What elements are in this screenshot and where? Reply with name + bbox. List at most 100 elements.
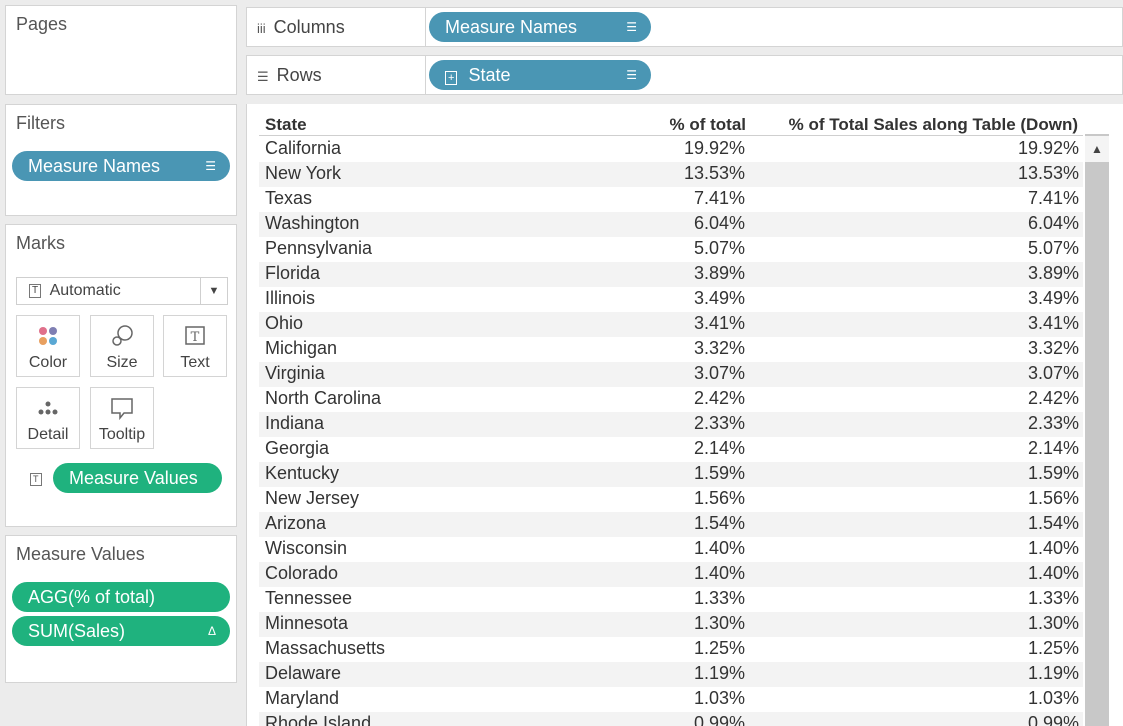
filter-icon: ☰ [626,20,637,34]
measure-value-pill-sum-sales[interactable]: SUM(Sales) Δ [12,616,230,646]
table-row[interactable]: Wisconsin 1.40% 1.40% [259,537,1083,562]
table-row[interactable]: Texas 7.41% 7.41% [259,187,1083,212]
pct-table-down-cell: 1.33% [1027,588,1079,608]
table-row[interactable]: Florida 3.89% 3.89% [259,262,1083,287]
table-row[interactable]: Pennsylvania 5.07% 5.07% [259,237,1083,262]
rows-pill-label: State [468,65,511,85]
state-cell: Rhode Island [265,713,372,726]
table-row[interactable]: Illinois 3.49% 3.49% [259,287,1083,312]
table-row[interactable]: Georgia 2.14% 2.14% [259,437,1083,462]
color-label: Color [28,354,68,371]
measure-values-card: Measure Values AGG(% of total) SUM(Sales… [5,535,237,683]
pct-table-down-cell: 3.89% [1027,263,1079,283]
measure-value-pill-pct-total[interactable]: AGG(% of total) [12,582,230,612]
table-row[interactable]: New Jersey 1.56% 1.56% [259,487,1083,512]
state-cell: Kentucky [265,463,340,483]
scroll-up-icon[interactable]: ▲ [1085,136,1109,162]
state-cell: Tennessee [265,588,353,608]
pct-total-cell: 5.07% [693,238,745,258]
pct-table-down-cell: 3.07% [1027,363,1079,383]
state-cell: Colorado [265,563,339,583]
columns-measure-names-pill[interactable]: Measure Names ☰ [429,12,651,42]
pct-table-down-cell: 0.99% [1027,713,1079,726]
filters-title: Filters [16,113,65,133]
state-cell: Georgia [265,438,330,458]
pct-table-down-cell: 6.04% [1027,213,1079,233]
columns-icon: iii [257,21,266,36]
header-pct-table-down[interactable]: % of Total Sales along Table (Down) [788,115,1078,134]
pct-table-down-cell: 2.14% [1027,438,1079,458]
columns-pill-label: Measure Names [445,17,578,37]
table-row[interactable]: Michigan 3.32% 3.32% [259,337,1083,362]
header-pct-total[interactable]: % of total [669,115,747,134]
table-row[interactable]: Washington 6.04% 6.04% [259,212,1083,237]
filters-card: Filters Measure Names ☰ [5,104,237,216]
table-row[interactable]: Colorado 1.40% 1.40% [259,562,1083,587]
pct-table-down-cell: 1.30% [1027,613,1079,633]
pct-table-down-cell: 1.40% [1027,538,1079,558]
pct-total-cell: 2.14% [693,438,745,458]
rows-state-pill[interactable]: + State ☰ [429,60,651,90]
state-cell: Wisconsin [265,538,348,558]
header-state[interactable]: State [265,115,307,134]
pct-total-cell: 3.89% [693,263,745,283]
table-row[interactable]: North Carolina 2.42% 2.42% [259,387,1083,412]
pct-total-cell: 1.30% [693,613,745,633]
data-table: State % of total % of Total Sales along … [246,104,1123,726]
mark-type-select[interactable]: T Automatic ▼ [16,277,228,305]
marks-title: Marks [16,233,65,253]
table-row[interactable]: Rhode Island 0.99% 0.99% [259,712,1083,726]
pct-table-down-cell: 1.56% [1027,488,1079,508]
table-row[interactable]: Arizona 1.54% 1.54% [259,512,1083,537]
state-cell: Indiana [265,413,325,433]
table-row[interactable]: New York 13.53% 13.53% [259,162,1083,187]
state-cell: Maryland [265,688,340,708]
tooltip-button[interactable]: Tooltip [90,387,154,449]
measure-value-label: AGG(% of total) [28,587,156,607]
pct-table-down-cell: 3.32% [1027,338,1079,358]
size-button[interactable]: Size [90,315,154,377]
pct-table-down-cell: 5.07% [1027,238,1079,258]
text-encoding-icon: T [30,473,42,486]
vertical-scrollbar[interactable] [1085,134,1109,726]
state-cell: Arizona [265,513,327,533]
chevron-down-icon[interactable]: ▼ [200,278,227,304]
color-button[interactable]: Color [16,315,80,377]
delta-icon: Δ [207,624,216,638]
table-row[interactable]: Minnesota 1.30% 1.30% [259,612,1083,637]
table-row[interactable]: Indiana 2.33% 2.33% [259,412,1083,437]
pct-total-cell: 3.49% [693,288,745,308]
filter-measure-names-pill[interactable]: Measure Names ☰ [12,151,230,181]
pct-table-down-cell: 3.41% [1027,313,1079,333]
table-row[interactable]: Tennessee 1.33% 1.33% [259,587,1083,612]
rows-icon: ☰ [257,69,269,84]
table-row[interactable]: Ohio 3.41% 3.41% [259,312,1083,337]
state-cell: Massachusetts [265,638,386,658]
table-row[interactable]: Kentucky 1.59% 1.59% [259,462,1083,487]
state-cell: Delaware [265,663,342,683]
detail-button[interactable]: Detail [16,387,80,449]
pct-table-down-cell: 7.41% [1027,188,1079,208]
pct-table-down-cell: 19.92% [1017,138,1079,158]
table-row[interactable]: Delaware 1.19% 1.19% [259,662,1083,687]
rows-label: ☰ Rows [257,65,322,85]
pct-total-cell: 7.41% [693,188,745,208]
plus-box-icon[interactable]: + [445,71,458,85]
pct-total-cell: 13.53% [683,163,745,183]
marks-measure-values-pill[interactable]: Measure Values [53,463,222,493]
pct-total-cell: 3.41% [693,313,745,333]
pct-table-down-cell: 1.03% [1027,688,1079,708]
table-row[interactable]: Massachusetts 1.25% 1.25% [259,637,1083,662]
pct-table-down-cell: 2.33% [1027,413,1079,433]
filter-icon: ☰ [205,159,216,173]
pct-table-down-cell: 1.40% [1027,563,1079,583]
state-cell: California [265,138,342,158]
table-row[interactable]: California 19.92% 19.92% [259,137,1083,162]
pages-card[interactable]: Pages [5,5,237,95]
pct-total-cell: 1.19% [693,663,745,683]
state-cell: Illinois [265,288,316,308]
text-button[interactable]: T Text [163,315,227,377]
table-row[interactable]: Maryland 1.03% 1.03% [259,687,1083,712]
table-row[interactable]: Virginia 3.07% 3.07% [259,362,1083,387]
state-cell: Ohio [265,313,304,333]
